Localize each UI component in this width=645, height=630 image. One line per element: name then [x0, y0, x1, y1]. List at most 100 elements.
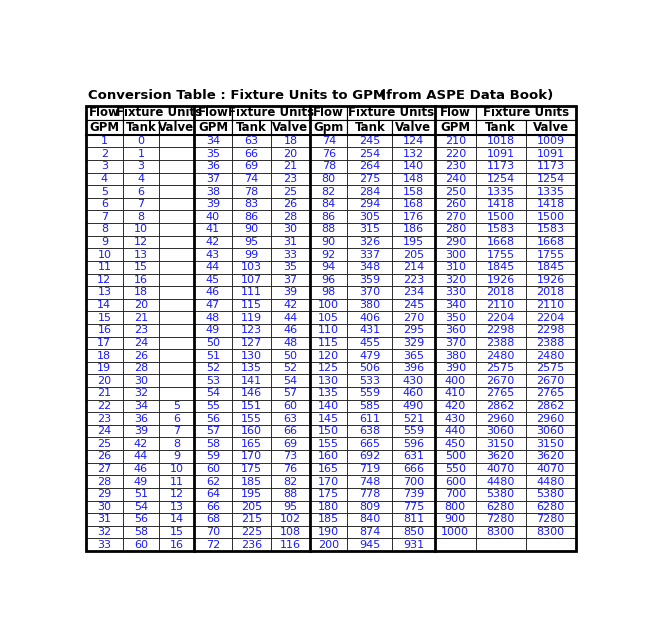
- Text: 19: 19: [97, 363, 112, 373]
- Text: 10: 10: [170, 464, 183, 474]
- Bar: [392, 273, 435, 286]
- Bar: [310, 462, 348, 475]
- Text: 63: 63: [244, 136, 258, 146]
- Text: 23: 23: [283, 174, 297, 184]
- Bar: [271, 450, 310, 462]
- Bar: [271, 324, 310, 336]
- Text: 8300: 8300: [537, 527, 564, 537]
- Bar: [123, 387, 159, 399]
- Bar: [348, 399, 392, 412]
- Text: 12: 12: [134, 237, 148, 247]
- Text: 17: 17: [97, 338, 112, 348]
- Bar: [348, 198, 392, 210]
- Text: 66: 66: [244, 149, 258, 159]
- Text: 1418: 1418: [537, 199, 564, 209]
- Text: 4070: 4070: [486, 464, 515, 474]
- Text: 521: 521: [403, 413, 424, 423]
- Bar: [348, 513, 392, 526]
- Bar: [123, 147, 159, 160]
- Text: 13: 13: [170, 502, 183, 512]
- Text: 236: 236: [241, 540, 262, 550]
- Text: 811: 811: [403, 515, 424, 524]
- Text: 34: 34: [206, 136, 220, 146]
- Bar: [194, 185, 232, 198]
- Bar: [348, 135, 392, 147]
- Text: 320: 320: [444, 275, 466, 285]
- Text: 2298: 2298: [536, 325, 565, 335]
- Text: 264: 264: [359, 161, 381, 171]
- Bar: [123, 501, 159, 513]
- Text: 840: 840: [359, 515, 381, 524]
- Bar: [348, 374, 392, 387]
- Text: 2018: 2018: [486, 287, 515, 297]
- Text: 275: 275: [359, 174, 381, 184]
- Text: 600: 600: [445, 477, 466, 486]
- Text: 55: 55: [206, 401, 220, 411]
- Text: 12: 12: [170, 490, 184, 499]
- Text: Valve: Valve: [395, 121, 432, 134]
- Bar: [392, 324, 435, 336]
- Bar: [194, 437, 232, 450]
- Text: Tank: Tank: [126, 121, 156, 134]
- Bar: [159, 223, 194, 236]
- Bar: [435, 324, 476, 336]
- Bar: [526, 248, 575, 261]
- Bar: [476, 362, 526, 374]
- Bar: [194, 450, 232, 462]
- Bar: [194, 198, 232, 210]
- Text: 5: 5: [173, 401, 180, 411]
- Text: 70: 70: [206, 527, 220, 537]
- Text: 36: 36: [206, 161, 220, 171]
- Text: 58: 58: [206, 438, 220, 449]
- Bar: [123, 450, 159, 462]
- Bar: [310, 185, 348, 198]
- Bar: [271, 475, 310, 488]
- Text: Tank: Tank: [354, 121, 385, 134]
- Bar: [271, 273, 310, 286]
- Bar: [86, 336, 123, 349]
- Text: 58: 58: [134, 527, 148, 537]
- Bar: [123, 248, 159, 261]
- Text: 7: 7: [137, 199, 144, 209]
- Bar: [271, 299, 310, 311]
- Bar: [159, 198, 194, 210]
- Text: 294: 294: [359, 199, 381, 209]
- Text: 666: 666: [403, 464, 424, 474]
- Text: 370: 370: [359, 287, 381, 297]
- Text: 135: 135: [241, 363, 262, 373]
- Text: 234: 234: [402, 287, 424, 297]
- Bar: [86, 488, 123, 501]
- Bar: [232, 223, 271, 236]
- Text: 3150: 3150: [537, 438, 564, 449]
- Text: 110: 110: [318, 325, 339, 335]
- Text: 3: 3: [137, 161, 144, 171]
- Bar: [310, 362, 348, 374]
- Bar: [392, 513, 435, 526]
- Text: 16: 16: [170, 540, 183, 550]
- Text: 119: 119: [241, 312, 262, 323]
- Bar: [526, 311, 575, 324]
- Bar: [194, 526, 232, 539]
- Bar: [194, 513, 232, 526]
- Bar: [476, 299, 526, 311]
- Text: 47: 47: [206, 300, 220, 310]
- Bar: [194, 488, 232, 501]
- Text: 26: 26: [97, 452, 112, 461]
- Text: Valve: Valve: [272, 121, 308, 134]
- Text: 1500: 1500: [487, 212, 515, 222]
- Bar: [194, 120, 232, 135]
- Bar: [271, 526, 310, 539]
- Bar: [123, 475, 159, 488]
- Text: 4: 4: [101, 174, 108, 184]
- Text: 95: 95: [283, 502, 297, 512]
- Bar: [159, 185, 194, 198]
- Text: 20: 20: [97, 375, 112, 386]
- Text: 54: 54: [283, 375, 297, 386]
- Bar: [435, 425, 476, 437]
- Text: 60: 60: [284, 401, 297, 411]
- Bar: [526, 387, 575, 399]
- Bar: [194, 349, 232, 362]
- Text: 315: 315: [359, 224, 381, 234]
- Bar: [123, 539, 159, 551]
- Text: 140: 140: [318, 401, 339, 411]
